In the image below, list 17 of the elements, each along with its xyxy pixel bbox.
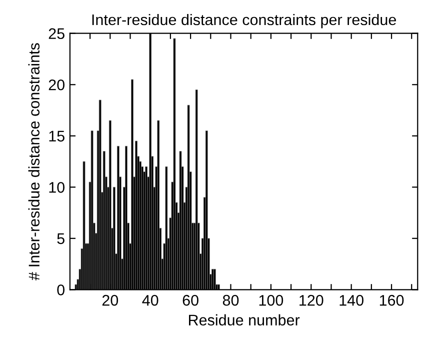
x-tick-label: 160 xyxy=(380,294,404,306)
y-axis-title: # Inter-residue distance constraints xyxy=(28,43,40,280)
x-tick-label: 140 xyxy=(340,294,364,306)
x-tick-label: 80 xyxy=(222,294,239,306)
y-tick-label: 25 xyxy=(48,28,64,40)
y-tick-label: 20 xyxy=(48,79,65,90)
x-tick-label: 60 xyxy=(182,294,198,306)
x-tick-label: 100 xyxy=(259,294,284,306)
x-axis-title: Residue number xyxy=(189,314,300,326)
x-tick-label: 40 xyxy=(142,294,158,306)
x-tick-label: 120 xyxy=(300,294,324,306)
y-tick-label: 15 xyxy=(49,130,64,142)
y-tick-label: 10 xyxy=(49,182,65,193)
y-tick-label: 0 xyxy=(57,284,64,296)
y-tick-label: 5 xyxy=(57,233,64,244)
x-tick-label: 20 xyxy=(102,294,118,306)
chart-title: Inter-residue distance constraints per residue xyxy=(92,14,396,28)
